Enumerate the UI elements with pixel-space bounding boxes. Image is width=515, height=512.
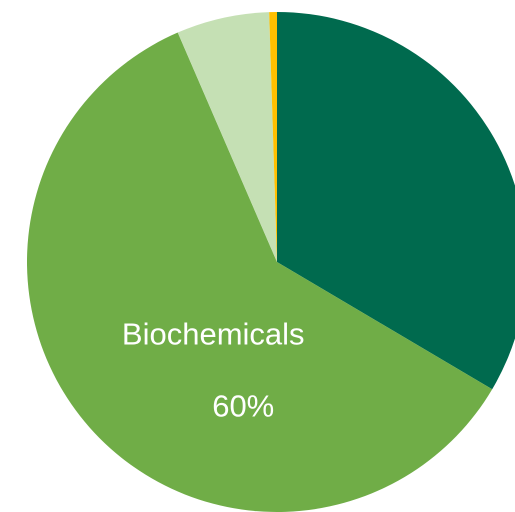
slice-label: Biochemicals	[122, 317, 305, 352]
pie-slice	[177, 12, 277, 263]
pie-slice	[269, 12, 277, 262]
pie-slice	[277, 12, 515, 390]
pie-slice	[27, 32, 493, 512]
slice-value-label: 60%	[212, 389, 274, 424]
